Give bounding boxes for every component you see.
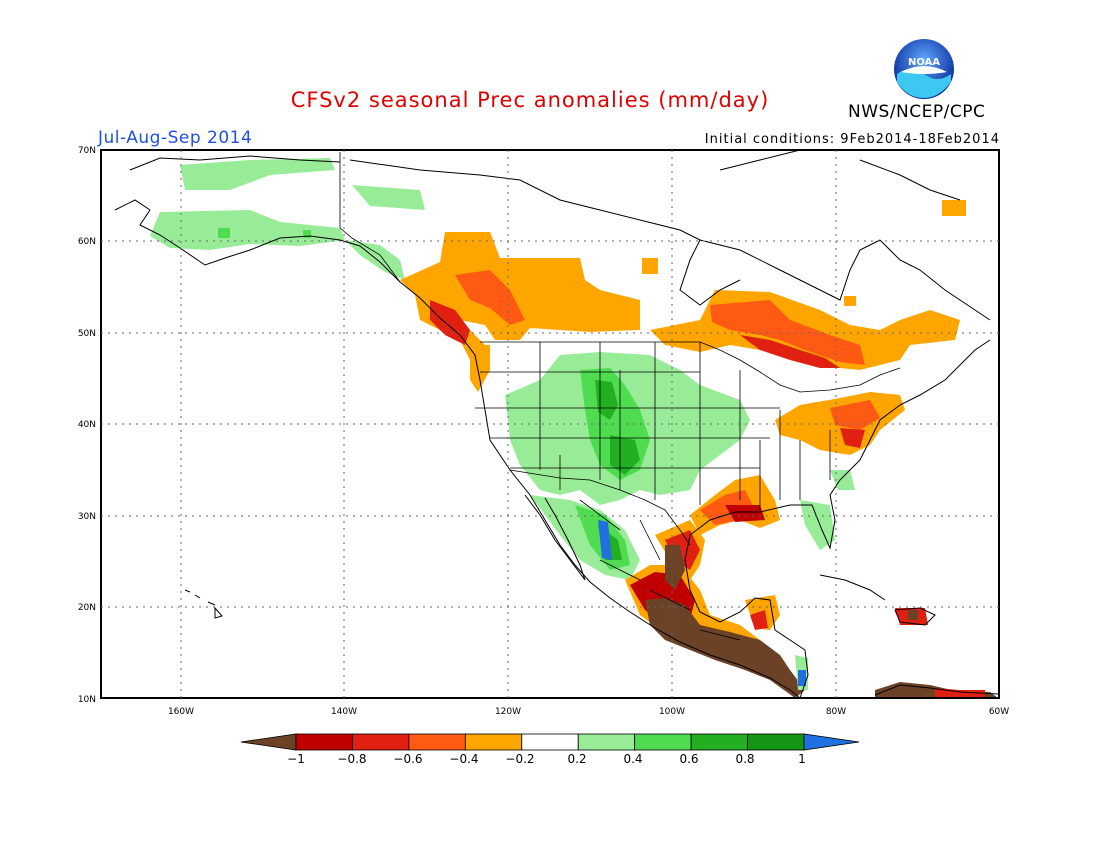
region-sonora-heavy xyxy=(598,520,612,560)
colorbar-label: 0.2 xyxy=(567,752,586,766)
colorbar-label: −1 xyxy=(287,752,305,766)
region-quebec-dry2 xyxy=(844,296,856,306)
lon-label-100w: 100W xyxy=(659,707,685,717)
region-alaska-wet-core xyxy=(218,228,230,238)
region-texas-coast-red xyxy=(665,530,700,570)
region-colorado-wet xyxy=(595,380,618,420)
region-mexico-south-severe xyxy=(645,598,805,698)
region-alaska-wet xyxy=(150,210,345,250)
coastline-hispaniola xyxy=(894,607,936,626)
colorbar-arrow-left xyxy=(240,733,297,751)
initial-conditions: Initial conditions: 9Feb2014-18Feb2014 xyxy=(704,132,1000,147)
region-louisiana-darkred xyxy=(725,505,765,522)
region-great-lakes-darkred xyxy=(740,335,840,368)
coastline-baja xyxy=(524,494,586,581)
lat-label-60n: 60N xyxy=(78,237,96,247)
coastline-labrador xyxy=(879,239,991,321)
lat-label-20n: 20N xyxy=(78,603,96,613)
coastline-west xyxy=(399,281,801,699)
colorbar-label: −0.6 xyxy=(393,752,422,766)
lon-label-60w: 60W xyxy=(989,707,1009,717)
colorbar-label: 0.8 xyxy=(735,752,754,766)
coastline-cuba xyxy=(819,574,886,601)
region-quebec-dry xyxy=(642,258,658,274)
region-bc-coast-wet xyxy=(345,240,405,280)
colorbar-label: 0.4 xyxy=(623,752,642,766)
gridlines xyxy=(101,150,999,698)
colorbar-label: −0.4 xyxy=(449,752,478,766)
colorbar-bin xyxy=(295,733,353,751)
political-borders xyxy=(339,152,901,641)
noaa-logo-text: NOAA xyxy=(908,57,940,68)
lat-label-50n: 50N xyxy=(78,329,96,339)
coastline-arctic xyxy=(349,149,961,241)
colorbar-bins xyxy=(295,733,805,751)
region-hispaniola-severe xyxy=(908,610,918,620)
region-nm-wet xyxy=(610,435,640,475)
region-yucatan-red xyxy=(750,610,768,630)
border-alaska-canada xyxy=(339,152,401,283)
border-mexico-states xyxy=(579,499,741,641)
region-northeast-red xyxy=(830,400,880,430)
region-mid-atlantic-red xyxy=(840,428,865,448)
region-canada-dry-west xyxy=(400,232,640,340)
longitude-labels: 160W 140W 120W 100W 80W 60W xyxy=(168,707,1009,717)
region-bc-coast-red xyxy=(430,300,470,345)
latitude-labels: 70N 60N 50N 40N 30N 20N 10N xyxy=(78,146,96,705)
colorbar-label: −0.2 xyxy=(505,752,534,766)
border-states-rows xyxy=(475,342,831,510)
anomaly-regions xyxy=(150,158,998,698)
colorbar-bin xyxy=(577,733,636,751)
colorbar-bin xyxy=(690,733,748,751)
region-carolinas-wet xyxy=(830,470,855,490)
forecast-period: Jul-Aug-Sep 2014 xyxy=(98,128,253,148)
region-labrador-dry xyxy=(942,200,966,216)
region-alaska-wet-north xyxy=(180,158,335,190)
colorbar-bin xyxy=(634,733,692,751)
coastline-hawaii xyxy=(184,589,223,619)
coastline-alaska xyxy=(114,155,401,283)
lon-label-80w: 80W xyxy=(826,707,846,717)
coastline-hudson xyxy=(679,239,881,306)
colorbar-arrow-right xyxy=(803,733,860,751)
chart-title-text: CFSv2 seasonal Prec anomalies (mm/day) xyxy=(290,88,770,112)
colorbar-bin xyxy=(521,733,579,751)
region-mexico-nw-wet xyxy=(530,495,640,580)
coastlines xyxy=(114,149,999,699)
colorbar: −1 −0.8 −0.6 −0.4 −0.2 0.2 0.4 0.6 0.8 1 xyxy=(240,733,860,766)
chart-title: CFSv2 seasonal Prec anomalies (mm/day) xyxy=(0,88,1100,112)
lat-label-10n: 10N xyxy=(78,695,96,705)
lon-label-160w: 160W xyxy=(168,707,194,717)
colorbar-label: 0.6 xyxy=(679,752,698,766)
colorbar-label: −0.8 xyxy=(337,752,366,766)
region-yukon-wet xyxy=(352,185,425,210)
coastline-south-america xyxy=(874,684,999,696)
region-florida-wet xyxy=(800,500,835,550)
colorbar-bin xyxy=(464,733,523,751)
noaa-logo-icon: NOAA xyxy=(894,39,954,99)
region-honduras-heavy xyxy=(798,670,806,686)
colorbar-label: 1 xyxy=(798,752,806,766)
lat-label-40n: 40N xyxy=(78,420,96,430)
colorbar-bin xyxy=(747,733,805,751)
coastline-gulf xyxy=(684,339,991,699)
colorbar-labels: −1 −0.8 −0.6 −0.4 −0.2 0.2 0.4 0.6 0.8 1 xyxy=(287,752,806,766)
region-mexico-gulf-severe xyxy=(665,545,685,590)
lon-label-120w: 120W xyxy=(495,707,521,717)
lat-label-70n: 70N xyxy=(78,146,96,156)
agency-label: NWS/NCEP/CPC xyxy=(848,102,986,122)
colorbar-bin xyxy=(408,733,466,751)
border-us-mexico xyxy=(509,469,691,546)
region-alaska-wet-core2 xyxy=(303,230,311,238)
colorbar-bin xyxy=(352,733,410,751)
border-us-canada xyxy=(480,341,901,393)
lon-label-140w: 140W xyxy=(331,707,357,717)
lat-label-30n: 30N xyxy=(78,512,96,522)
